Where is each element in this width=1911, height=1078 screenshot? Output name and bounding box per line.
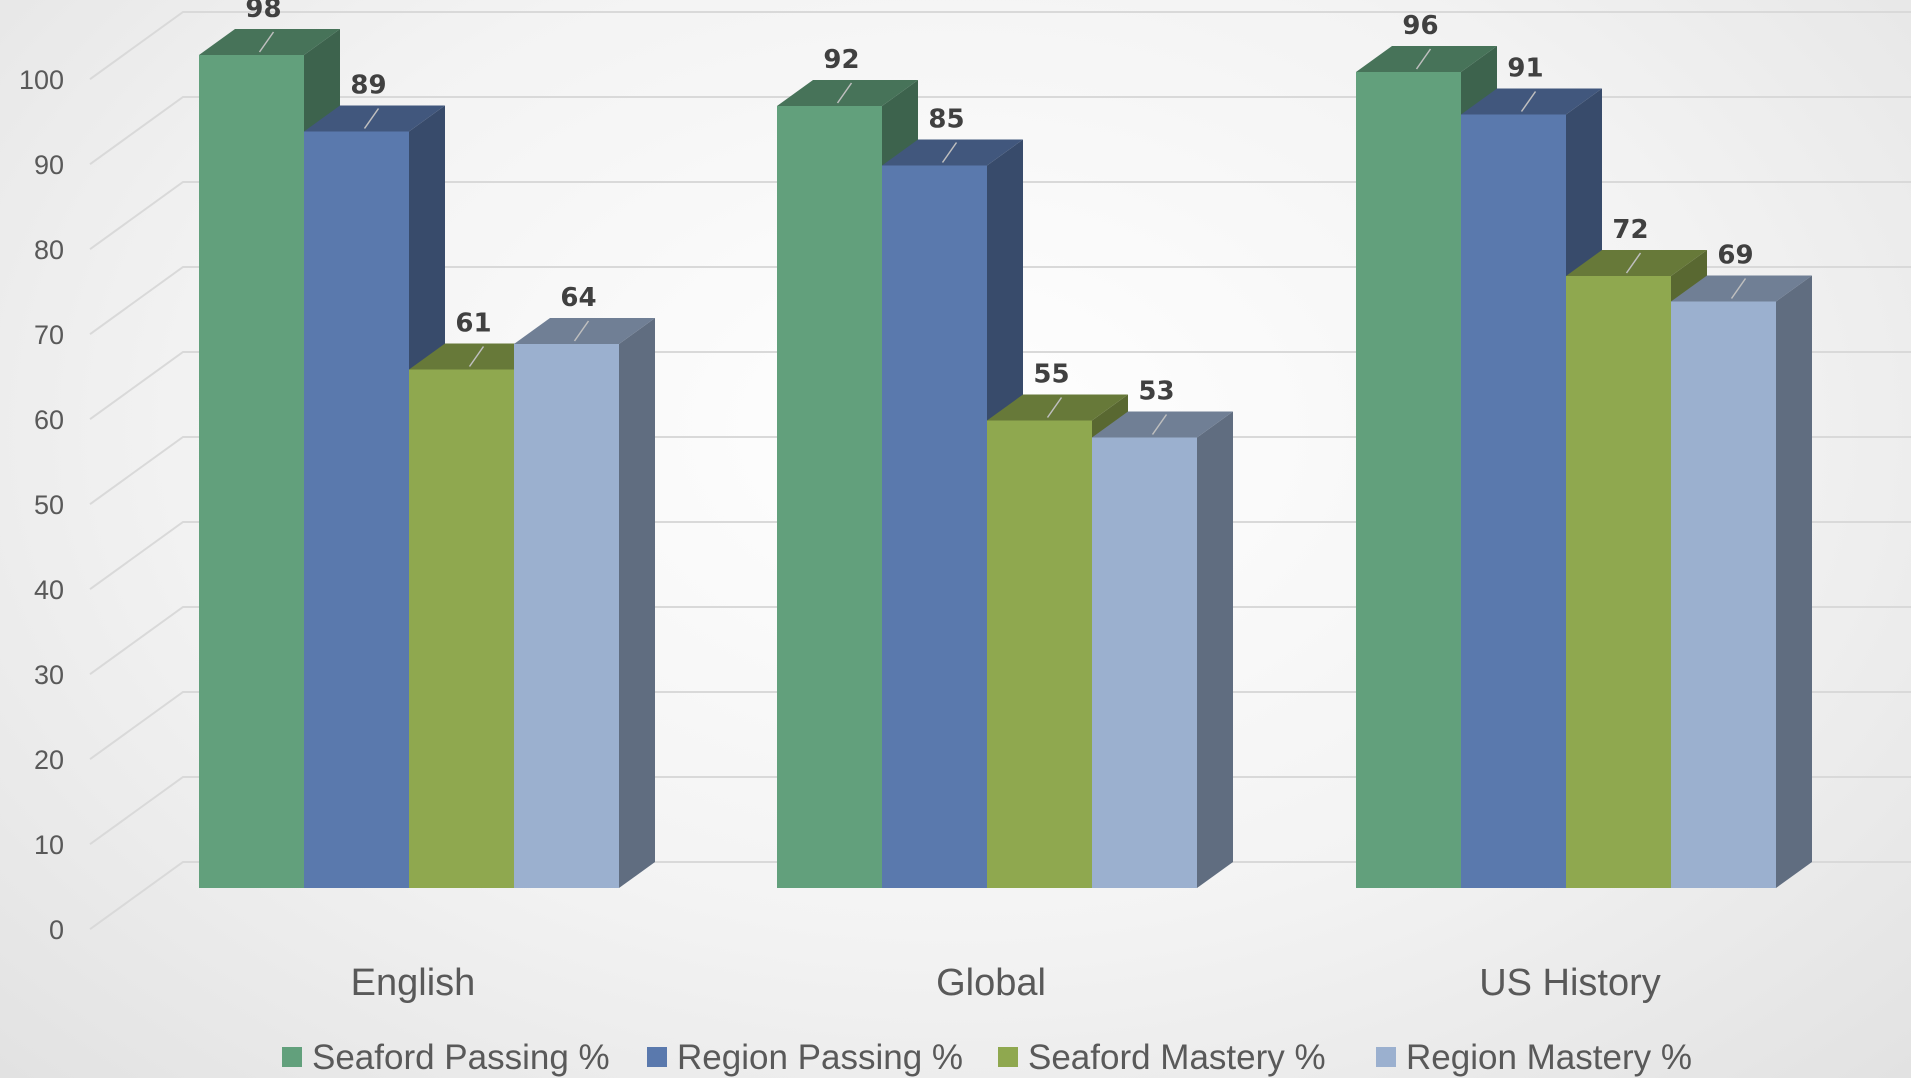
bar-front bbox=[199, 55, 304, 888]
legend-label: Seaford Mastery % bbox=[1028, 1038, 1326, 1077]
y-tick-label: 0 bbox=[49, 915, 64, 945]
category-label-us-history: US History bbox=[1479, 962, 1661, 1004]
y-tick-label: 20 bbox=[34, 745, 64, 775]
bars bbox=[199, 29, 1812, 888]
bar-top bbox=[777, 80, 918, 106]
data-label-leader bbox=[836, 82, 853, 104]
bar-front bbox=[304, 131, 409, 888]
bar-top bbox=[304, 105, 445, 132]
gridline-100 bbox=[89, 11, 1911, 80]
legend-label: Region Mastery % bbox=[1406, 1038, 1692, 1077]
legend-swatch bbox=[282, 1047, 302, 1067]
data-label: 64 bbox=[560, 283, 596, 313]
legend-swatch bbox=[998, 1047, 1018, 1067]
gridlines bbox=[89, 11, 1911, 930]
bar-front bbox=[987, 420, 1092, 888]
y-tick-label: 10 bbox=[34, 830, 64, 860]
bar-english-region-mastery bbox=[514, 318, 655, 888]
gridline-70 bbox=[89, 266, 1911, 335]
bar-side bbox=[1776, 275, 1812, 888]
legend-item-region-mastery: Region Mastery % bbox=[1376, 1038, 1692, 1077]
y-tick-label: 80 bbox=[34, 235, 64, 265]
data-label-leader bbox=[1520, 91, 1537, 112]
bar-top bbox=[514, 318, 655, 344]
bar-top bbox=[1671, 275, 1812, 302]
bar-front bbox=[777, 106, 882, 888]
bar-front bbox=[514, 344, 619, 888]
gridline-60 bbox=[89, 351, 1911, 420]
data-label: 98 bbox=[245, 0, 281, 24]
gridline-30 bbox=[89, 606, 1911, 675]
data-label-leader bbox=[363, 108, 380, 129]
category-label-global: Global bbox=[936, 962, 1046, 1004]
legend-label: Region Passing % bbox=[677, 1038, 963, 1077]
y-tick-label: 100 bbox=[19, 65, 64, 95]
legend: Seaford Passing % Region Passing % Seaford… bbox=[282, 1038, 1692, 1077]
bar-global-region-mastery bbox=[1092, 411, 1233, 888]
y-tick-label: 90 bbox=[34, 150, 64, 180]
data-label-leader bbox=[1625, 252, 1642, 274]
bar-side bbox=[619, 318, 655, 888]
y-axis-ticks: 0 10 20 30 40 50 60 70 80 90 100 bbox=[19, 65, 64, 945]
bar-side bbox=[1197, 411, 1233, 888]
bar-front bbox=[882, 165, 987, 888]
data-label-leader bbox=[941, 142, 958, 163]
gridline-10 bbox=[89, 776, 1911, 845]
legend-swatch bbox=[647, 1047, 667, 1067]
data-label-leader bbox=[1151, 414, 1168, 435]
y-tick-label: 30 bbox=[34, 660, 64, 690]
data-label-leader bbox=[258, 31, 275, 53]
legend-item-seaford-passing: Seaford Passing % bbox=[282, 1038, 610, 1077]
data-label: 85 bbox=[928, 105, 964, 135]
legend-item-seaford-mastery: Seaford Mastery % bbox=[998, 1038, 1326, 1077]
y-tick-label: 50 bbox=[34, 490, 64, 520]
bar-us-history-region-mastery bbox=[1671, 275, 1812, 888]
data-label: 69 bbox=[1717, 241, 1753, 271]
data-label-leader bbox=[573, 320, 590, 342]
y-tick-label: 70 bbox=[34, 320, 64, 350]
bar-front bbox=[1566, 276, 1671, 888]
data-label: 91 bbox=[1507, 54, 1543, 84]
bar-top bbox=[987, 394, 1128, 421]
data-label: 72 bbox=[1612, 215, 1648, 245]
category-label-english: English bbox=[351, 962, 476, 1004]
data-label: 55 bbox=[1033, 360, 1069, 390]
bar-top bbox=[1356, 46, 1497, 72]
bar-front bbox=[1092, 437, 1197, 888]
data-labels: 98 89 61 64 92 85 55 53 96 91 72 69 bbox=[245, 0, 1754, 435]
bar-top bbox=[199, 29, 340, 55]
data-label-leader bbox=[468, 346, 485, 367]
bar-front bbox=[1356, 72, 1461, 888]
gridline-80 bbox=[89, 181, 1911, 250]
gridline-50 bbox=[89, 436, 1911, 505]
y-tick-label: 60 bbox=[34, 405, 64, 435]
bar-front bbox=[1461, 114, 1566, 888]
legend-swatch bbox=[1376, 1047, 1396, 1067]
data-label: 96 bbox=[1402, 11, 1438, 41]
data-label: 92 bbox=[823, 45, 859, 75]
bar-top bbox=[1461, 88, 1602, 115]
bar-top bbox=[1092, 411, 1233, 438]
gridline-90 bbox=[89, 96, 1911, 165]
y-tick-label: 40 bbox=[34, 575, 64, 605]
bar-top bbox=[1566, 250, 1707, 276]
bar-front bbox=[409, 369, 514, 888]
legend-item-region-passing: Region Passing % bbox=[647, 1038, 963, 1077]
legend-label: Seaford Passing % bbox=[312, 1038, 610, 1077]
gridline-40 bbox=[89, 521, 1911, 590]
data-label: 89 bbox=[350, 71, 386, 101]
data-label: 61 bbox=[455, 309, 491, 339]
data-label-leader bbox=[1415, 48, 1432, 70]
data-label-leader bbox=[1046, 397, 1063, 418]
x-axis-categories: English Global US History bbox=[351, 962, 1661, 1004]
bar-top bbox=[882, 139, 1023, 166]
gridline-0 bbox=[89, 861, 1911, 930]
gridline-20 bbox=[89, 691, 1911, 760]
data-label-leader bbox=[1730, 278, 1747, 299]
bar-front bbox=[1671, 301, 1776, 888]
data-label: 53 bbox=[1138, 377, 1174, 407]
